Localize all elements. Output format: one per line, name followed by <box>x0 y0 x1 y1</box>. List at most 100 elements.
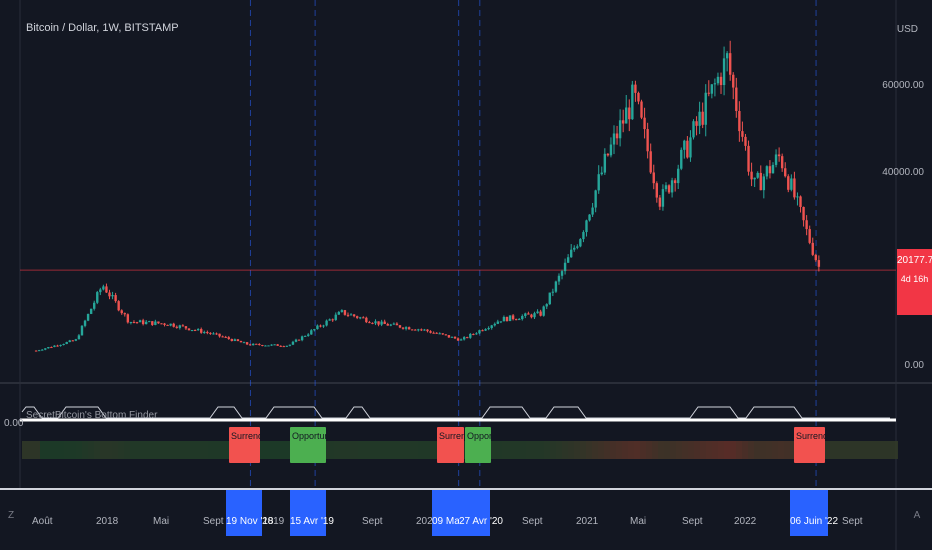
time-axis-highlight: 27 Avr '20 <box>459 490 503 536</box>
candle-body <box>398 325 402 328</box>
candle <box>423 328 426 331</box>
candle <box>102 284 105 291</box>
candle-body <box>441 333 444 335</box>
candle-body <box>80 325 84 336</box>
candle-body <box>193 330 197 332</box>
candle-body <box>89 308 93 314</box>
candle <box>114 292 117 303</box>
candle <box>683 139 686 159</box>
candle-body <box>297 339 301 341</box>
candle <box>193 329 197 332</box>
candle-body <box>221 336 224 338</box>
symbol-title[interactable]: Bitcoin / Dollar, 1W, BITSTAMP <box>26 22 179 34</box>
candle-body <box>683 140 686 150</box>
candle-body <box>414 329 417 331</box>
indicator-heat-cell <box>508 441 514 459</box>
candle <box>300 335 304 342</box>
candle <box>50 346 53 349</box>
candle-body <box>698 111 701 126</box>
time-axis-tick: Mai <box>153 516 170 527</box>
candle <box>120 309 123 315</box>
candle <box>340 309 344 313</box>
candle-body <box>456 338 460 341</box>
candle-body <box>105 286 108 293</box>
candle <box>771 162 775 174</box>
indicator-heat-cell <box>724 441 730 459</box>
indicator-heat-cell <box>496 441 502 459</box>
candle-body <box>753 177 756 180</box>
candle-body <box>695 121 698 126</box>
candle <box>557 273 561 285</box>
indicator-heat-cell <box>394 441 400 459</box>
indicator-heat-cell <box>838 441 844 459</box>
candle <box>787 174 790 193</box>
candle-body <box>307 334 310 336</box>
candle <box>328 318 331 321</box>
indicator-heat-cell <box>754 441 760 459</box>
candle-body <box>585 220 588 233</box>
candle <box>392 322 396 325</box>
candle <box>487 326 490 331</box>
candle <box>135 321 139 324</box>
indicator-title[interactable]: SecretBitcoin's Bottom Finder <box>26 410 158 421</box>
indicator-heat-cell <box>346 441 352 459</box>
candle-body <box>563 262 567 272</box>
indicator-heat-cell <box>100 441 106 459</box>
indicator-heat-cell <box>274 441 280 459</box>
candle-body <box>276 344 279 346</box>
candle <box>698 101 701 135</box>
indicator-heat-cell <box>112 441 118 459</box>
candle-body <box>420 329 423 331</box>
candle <box>411 329 414 331</box>
candle-body <box>148 321 151 323</box>
candle <box>677 164 680 189</box>
candle-body <box>612 133 616 145</box>
indicator-heat-cell <box>868 441 874 459</box>
candle <box>518 317 521 321</box>
candle-body <box>554 281 558 292</box>
candle <box>453 336 457 340</box>
indicator-heat-cell <box>604 441 610 459</box>
indicator-heat-cell <box>364 441 370 459</box>
candle-body <box>325 320 328 326</box>
candle-body <box>120 310 123 314</box>
candle <box>111 291 114 300</box>
candle <box>362 316 365 319</box>
candle-body <box>435 332 438 334</box>
zoom-icon[interactable]: Z <box>7 510 15 521</box>
candle-body <box>218 333 221 337</box>
candle <box>331 318 334 322</box>
indicator-heat-cell <box>706 441 712 459</box>
candle <box>126 313 130 324</box>
indicator-heat-cell <box>568 441 574 459</box>
candle <box>774 149 778 168</box>
candle <box>524 312 527 319</box>
candle <box>728 40 732 81</box>
signal-surrender: Surrender <box>229 427 260 463</box>
indicator-heat-cell <box>130 441 136 459</box>
candle <box>93 300 96 311</box>
candle-body <box>487 328 490 330</box>
candle <box>242 341 246 344</box>
indicator-heat-cell <box>778 441 784 459</box>
candle <box>594 189 597 213</box>
auto-scale-icon[interactable]: A <box>913 510 921 521</box>
indicator-heat-cell <box>760 441 766 459</box>
candle <box>802 206 805 227</box>
candle-body <box>750 171 753 180</box>
candle-body <box>371 322 374 324</box>
candle <box>230 338 234 342</box>
candle-body <box>432 332 435 334</box>
candle-body <box>169 323 172 326</box>
candle-body <box>224 336 227 338</box>
time-axis-tick: Août <box>32 516 53 527</box>
candle-body <box>680 149 683 169</box>
candle <box>212 332 215 335</box>
candle-body <box>747 145 750 172</box>
candle-body <box>759 172 762 191</box>
candle-body <box>536 311 539 314</box>
candle-body <box>395 323 399 326</box>
candle-body <box>258 344 261 346</box>
